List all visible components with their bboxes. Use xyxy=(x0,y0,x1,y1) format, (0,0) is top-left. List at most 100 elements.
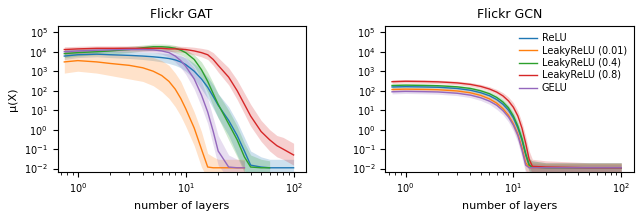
LeakyReLU (0.4) xyxy=(499,101,507,103)
LeakyReLU (0.8) xyxy=(402,80,410,82)
Title: Flickr GAT: Flickr GAT xyxy=(150,8,213,21)
ReLU xyxy=(504,109,512,112)
LeakyReLU (0.4) xyxy=(618,167,625,169)
LeakyReLU (0.01) xyxy=(514,133,522,135)
ReLU xyxy=(618,167,625,169)
LeakyReLU (0.8) xyxy=(525,158,533,161)
ReLU xyxy=(525,164,533,167)
LeakyReLU (0.01) xyxy=(518,146,526,149)
LeakyReLU (0.8) xyxy=(618,167,625,169)
LeakyReLU (0.8) xyxy=(499,95,507,97)
LeakyReLU (0.8) xyxy=(453,82,461,84)
ReLU xyxy=(509,117,517,119)
ReLU xyxy=(499,103,507,106)
ReLU xyxy=(486,94,493,97)
Legend: ReLU, LeakyReLU (0.01), LeakyReLU (0.4), LeakyReLU (0.8), GELU: ReLU, LeakyReLU (0.01), LeakyReLU (0.4),… xyxy=(517,31,628,95)
LeakyReLU (0.4) xyxy=(542,167,550,169)
LeakyReLU (0.01) xyxy=(525,166,533,168)
LeakyReLU (0.01) xyxy=(477,94,484,97)
LeakyReLU (0.4) xyxy=(388,84,396,87)
LeakyReLU (0.4) xyxy=(522,152,529,155)
LeakyReLU (0.01) xyxy=(542,167,550,169)
GELU xyxy=(585,167,593,169)
GELU xyxy=(477,97,484,99)
GELU xyxy=(529,167,536,169)
LeakyReLU (0.8) xyxy=(434,81,442,83)
LeakyReLU (0.4) xyxy=(514,125,522,128)
LeakyReLU (0.01) xyxy=(467,92,474,94)
LeakyReLU (0.8) xyxy=(467,83,474,86)
Line: LeakyReLU (0.4): LeakyReLU (0.4) xyxy=(392,85,621,168)
LeakyReLU (0.8) xyxy=(542,166,550,168)
GELU xyxy=(467,94,474,96)
LeakyReLU (0.4) xyxy=(525,164,533,167)
LeakyReLU (0.4) xyxy=(585,167,593,169)
LeakyReLU (0.01) xyxy=(402,88,410,90)
GELU xyxy=(509,124,517,126)
ReLU xyxy=(402,85,410,88)
ReLU xyxy=(434,86,442,89)
ReLU xyxy=(522,154,529,156)
ReLU xyxy=(585,167,593,169)
ReLU xyxy=(542,167,550,169)
LeakyReLU (0.4) xyxy=(453,86,461,88)
LeakyReLU (0.8) xyxy=(420,80,428,83)
LeakyReLU (0.4) xyxy=(509,115,517,117)
GELU xyxy=(453,92,461,95)
GELU xyxy=(420,90,428,93)
ReLU xyxy=(388,86,396,88)
ReLU xyxy=(467,89,474,92)
LeakyReLU (0.01) xyxy=(529,167,536,169)
GELU xyxy=(388,90,396,93)
GELU xyxy=(434,91,442,93)
LeakyReLU (0.4) xyxy=(529,166,536,168)
LeakyReLU (0.4) xyxy=(493,96,500,99)
Y-axis label: μ(X): μ(X) xyxy=(8,87,19,111)
GELU xyxy=(402,90,410,93)
LeakyReLU (0.01) xyxy=(388,88,396,91)
LeakyReLU (0.8) xyxy=(585,167,593,169)
LeakyReLU (0.4) xyxy=(467,87,474,90)
LeakyReLU (0.01) xyxy=(509,123,517,125)
LeakyReLU (0.01) xyxy=(420,88,428,91)
GELU xyxy=(518,149,526,151)
GELU xyxy=(504,116,512,118)
LeakyReLU (0.01) xyxy=(499,107,507,110)
LeakyReLU (0.4) xyxy=(486,92,493,95)
LeakyReLU (0.01) xyxy=(585,167,593,169)
LeakyReLU (0.8) xyxy=(522,142,529,145)
Line: LeakyReLU (0.01): LeakyReLU (0.01) xyxy=(392,89,621,168)
Line: LeakyReLU (0.8): LeakyReLU (0.8) xyxy=(392,81,621,168)
ReLU xyxy=(493,98,500,101)
ReLU xyxy=(453,87,461,90)
LeakyReLU (0.01) xyxy=(618,167,625,169)
LeakyReLU (0.01) xyxy=(434,88,442,91)
LeakyReLU (0.01) xyxy=(493,102,500,104)
ReLU xyxy=(420,86,428,88)
GELU xyxy=(486,100,493,103)
LeakyReLU (0.4) xyxy=(504,107,512,109)
LeakyReLU (0.8) xyxy=(529,165,536,168)
LeakyReLU (0.4) xyxy=(518,137,526,140)
GELU xyxy=(618,167,625,169)
LeakyReLU (0.8) xyxy=(514,115,522,117)
LeakyReLU (0.4) xyxy=(402,84,410,86)
X-axis label: number of layers: number of layers xyxy=(134,201,229,211)
GELU xyxy=(542,167,550,169)
GELU xyxy=(522,164,529,167)
LeakyReLU (0.4) xyxy=(420,84,428,87)
LeakyReLU (0.01) xyxy=(504,114,512,117)
GELU xyxy=(493,104,500,106)
LeakyReLU (0.01) xyxy=(522,161,529,164)
LeakyReLU (0.8) xyxy=(477,85,484,88)
GELU xyxy=(499,109,507,112)
ReLU xyxy=(514,127,522,129)
X-axis label: number of layers: number of layers xyxy=(462,201,557,211)
LeakyReLU (0.8) xyxy=(388,80,396,83)
LeakyReLU (0.4) xyxy=(477,90,484,92)
LeakyReLU (0.4) xyxy=(434,84,442,87)
LeakyReLU (0.01) xyxy=(486,97,493,100)
Line: ReLU: ReLU xyxy=(392,87,621,168)
LeakyReLU (0.8) xyxy=(518,127,526,129)
GELU xyxy=(514,134,522,137)
